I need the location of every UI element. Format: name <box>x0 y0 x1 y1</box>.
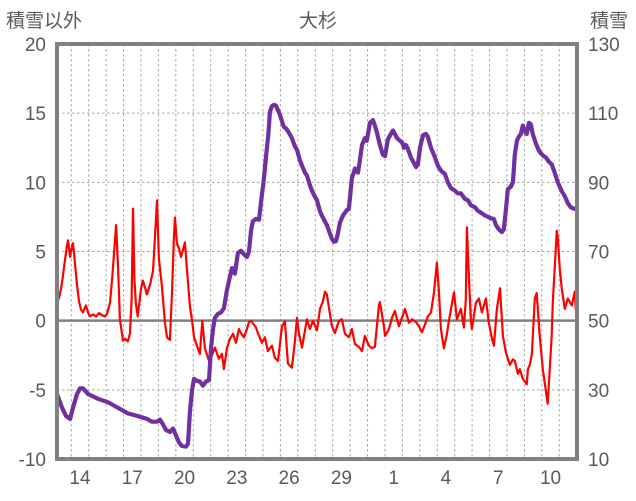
left-axis-tick-label: -10 <box>19 450 46 471</box>
left-axis-tick-label: 0 <box>35 312 46 333</box>
right-axis-tick-label: 90 <box>588 173 609 194</box>
x-axis-tick-label: 14 <box>69 468 91 489</box>
right-axis-tick-label: 70 <box>588 243 609 264</box>
series-non-snow-line <box>57 199 577 405</box>
x-axis-tick-label: 29 <box>331 468 352 489</box>
left-axis-tick-label: 15 <box>25 104 46 125</box>
right-axis-tick-label: 130 <box>588 35 620 56</box>
left-axis-tick-label: 20 <box>25 35 46 56</box>
right-axis-tick-label: 30 <box>588 381 609 402</box>
left-axis-title: 積雪以外 <box>6 11 83 32</box>
left-axis-tick-label: 5 <box>35 243 46 264</box>
x-axis-tick-label: 7 <box>493 468 504 489</box>
right-axis-tick-label: 50 <box>588 312 609 333</box>
x-axis-tick-label: 20 <box>174 468 195 489</box>
x-axis-tick-label: 26 <box>279 468 300 489</box>
x-axis-tick-label: 23 <box>226 468 247 489</box>
series-snow-depth-line <box>57 102 577 449</box>
x-axis-tick-label: 10 <box>540 468 561 489</box>
gridlines <box>57 44 577 459</box>
x-axis-tick-label: 17 <box>122 468 143 489</box>
right-axis-title: 積雪 <box>589 11 628 32</box>
chart-title: 大杉 <box>298 11 337 32</box>
x-axis-tick-label: 1 <box>388 468 399 489</box>
left-axis-tick-label: 10 <box>25 173 46 194</box>
right-axis-tick-label: 10 <box>588 450 609 471</box>
plot-border <box>55 42 579 461</box>
left-axis-tick-label: -5 <box>29 381 46 402</box>
x-axis-tick-label: 4 <box>441 468 452 489</box>
right-axis-tick-label: 110 <box>588 104 618 125</box>
